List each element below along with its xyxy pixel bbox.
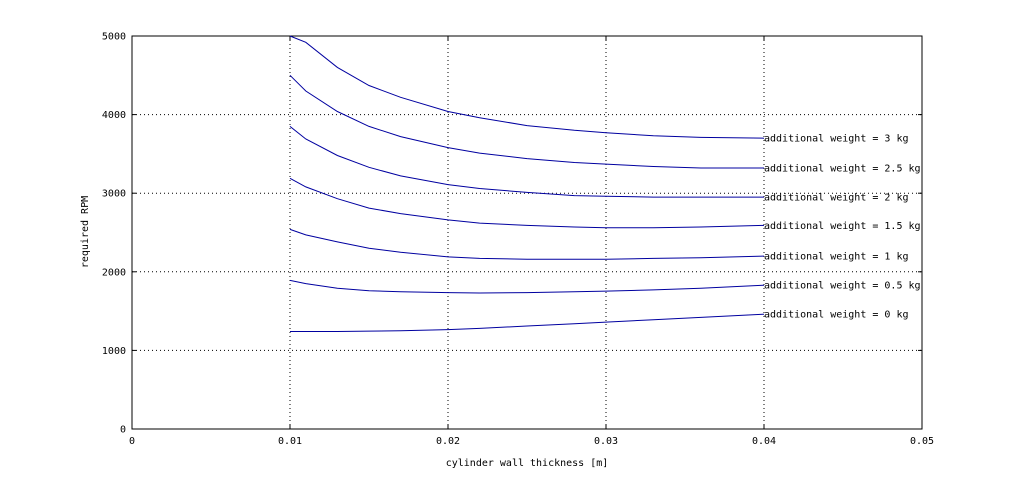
series-line	[290, 313, 765, 332]
y-tick-label: 4000	[102, 110, 126, 121]
series-line	[289, 74, 764, 169]
x-tick-label: 0.04	[752, 436, 776, 447]
series-line	[289, 126, 764, 198]
y-tick-label: 0	[120, 425, 126, 436]
series-label: additional weight = 2 kg	[764, 193, 909, 204]
series-label: additional weight = 1.5 kg	[764, 221, 921, 232]
series-label: additional weight = 3 kg	[764, 134, 909, 145]
grid	[132, 36, 922, 429]
y-tick-label: 3000	[102, 189, 126, 200]
series-line	[289, 279, 765, 294]
plot-frame	[131, 35, 923, 430]
y-tick-label: 5000	[102, 32, 126, 43]
x-tick-label: 0.01	[278, 436, 302, 447]
x-tick-label: 0.02	[436, 436, 460, 447]
axis-ticks: 0 0.01 0.02 0.03 0.04 0.05 0 1000 2000 3000 4000 50…	[102, 32, 934, 448]
series-line	[289, 177, 765, 229]
series-line	[289, 35, 765, 139]
series-labels: additional weight = 0 kg additional weigh…	[764, 134, 921, 321]
x-tick-label: 0	[129, 436, 135, 447]
y-tick-label: 2000	[102, 267, 126, 278]
x-tick-label: 0.05	[910, 436, 934, 447]
series-label: additional weight = 0.5 kg	[764, 281, 921, 292]
x-axis-label: cylinder wall thickness [m]	[446, 458, 609, 469]
y-tick-label: 1000	[102, 346, 126, 357]
x-tick-label: 0.03	[594, 436, 618, 447]
series-line	[289, 228, 765, 260]
series-lines	[289, 35, 765, 332]
series-label: additional weight = 2.5 kg	[764, 164, 921, 175]
series-label: additional weight = 1 kg	[764, 252, 909, 263]
y-axis-label: required RPM	[80, 196, 91, 268]
series-label: additional weight = 0 kg	[764, 310, 909, 321]
